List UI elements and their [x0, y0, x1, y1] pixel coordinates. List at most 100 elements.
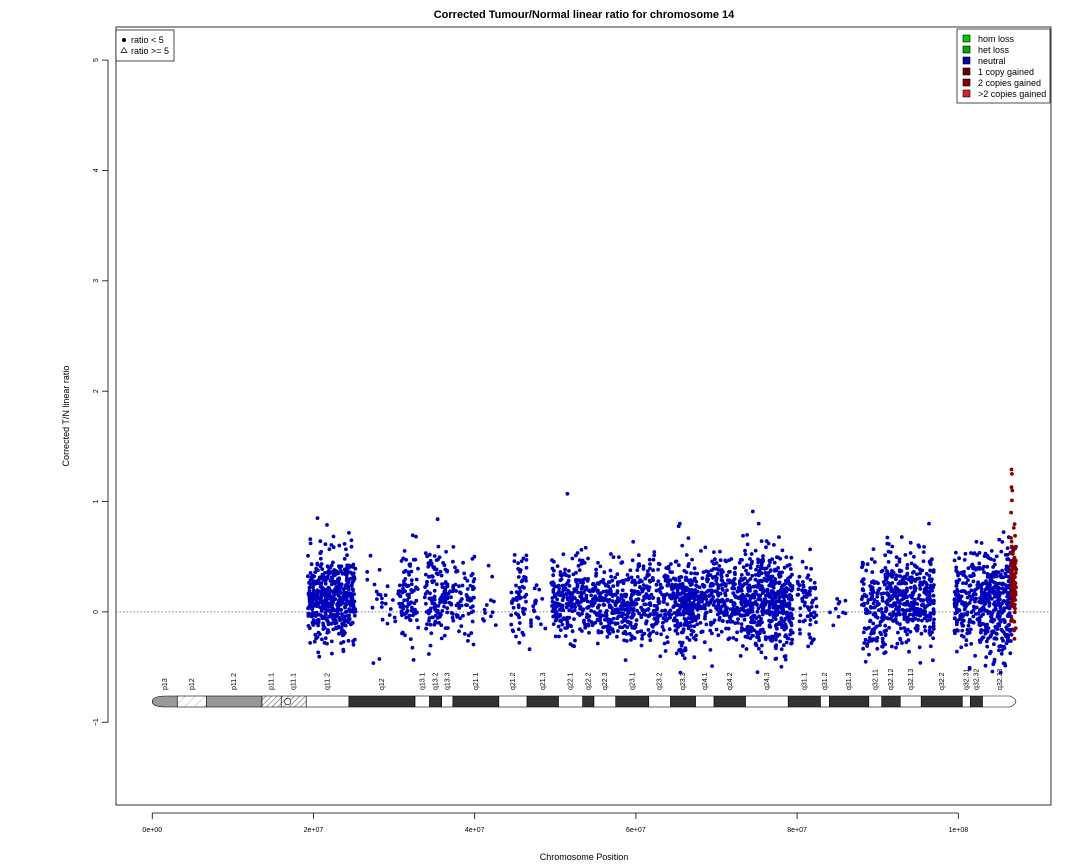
data-point	[922, 624, 927, 629]
data-point	[700, 606, 704, 611]
data-point	[954, 584, 959, 588]
data-point	[656, 579, 661, 584]
data-point	[472, 577, 477, 581]
band-q24-1	[695, 695, 715, 708]
data-point	[610, 594, 615, 598]
data-point	[1009, 639, 1013, 643]
data-point	[365, 577, 370, 582]
data-point	[881, 591, 886, 596]
data-point	[323, 611, 328, 615]
data-point	[626, 610, 631, 615]
data-point	[880, 636, 885, 641]
data-point	[887, 542, 891, 546]
data-point	[1007, 622, 1012, 627]
data-point	[705, 589, 709, 594]
data-point	[576, 563, 581, 568]
data-point	[401, 556, 406, 561]
data-point	[732, 566, 737, 570]
data-point	[718, 558, 723, 563]
data-point	[327, 615, 331, 619]
data-point	[658, 586, 663, 590]
data-point	[865, 562, 870, 567]
data-point	[780, 548, 785, 553]
data-point	[782, 565, 787, 570]
data-point	[572, 644, 576, 649]
data-point	[752, 593, 757, 597]
data-point	[1011, 526, 1016, 530]
data-point	[675, 602, 680, 607]
band-label: q13.1	[419, 672, 426, 690]
data-point	[345, 553, 349, 558]
data-point	[835, 597, 840, 601]
data-point	[770, 599, 775, 604]
legend-triangle-symbol	[120, 46, 128, 53]
data-point	[633, 582, 637, 587]
data-point	[409, 582, 414, 587]
data-point	[888, 582, 893, 586]
data-point	[979, 628, 984, 632]
data-point	[380, 596, 384, 601]
data-point	[921, 550, 926, 554]
legend-swatch	[962, 67, 971, 76]
data-point	[560, 598, 565, 602]
data-point	[1010, 488, 1015, 493]
data-point	[985, 555, 990, 559]
data-point	[898, 637, 903, 642]
data-point	[514, 590, 519, 594]
data-point	[598, 630, 603, 634]
data-point	[572, 588, 577, 593]
data-point	[735, 589, 740, 594]
band-label: q31.1	[801, 672, 808, 690]
data-point	[677, 578, 682, 583]
data-point	[924, 614, 929, 619]
data-point	[326, 608, 331, 613]
data-point	[902, 626, 907, 630]
data-point	[457, 584, 461, 589]
data-point	[731, 591, 736, 596]
data-point	[689, 571, 693, 576]
data-point	[997, 623, 1002, 628]
data-point	[635, 568, 640, 572]
x-tick-label: 4e+07	[465, 827, 485, 834]
data-point	[964, 638, 969, 643]
data-point	[680, 653, 685, 657]
data-point	[704, 622, 709, 627]
data-point	[898, 589, 903, 594]
band-q13-2	[429, 695, 442, 708]
data-point	[779, 618, 784, 622]
data-point	[532, 609, 537, 614]
data-point	[723, 608, 728, 612]
data-point	[585, 579, 590, 583]
data-point	[748, 594, 753, 599]
data-point	[1010, 472, 1014, 476]
data-point	[461, 613, 465, 618]
data-point	[898, 574, 903, 578]
data-point	[790, 587, 795, 591]
data-point	[370, 605, 375, 610]
data-point	[739, 622, 744, 626]
data-point	[769, 589, 774, 593]
data-point	[516, 575, 521, 579]
data-point	[647, 585, 652, 590]
data-point	[862, 626, 867, 631]
data-point	[895, 641, 900, 646]
data-point	[993, 562, 997, 567]
data-point	[871, 601, 876, 606]
data-point	[1001, 617, 1006, 622]
band-label: p11.2	[231, 673, 238, 690]
x-axis: 0e+00 2e+07 4e+07 6e+07 8e+07 1e+08	[142, 812, 968, 834]
data-point	[564, 591, 569, 596]
data-point	[966, 578, 970, 582]
data-point	[320, 616, 325, 621]
data-point	[727, 578, 732, 583]
data-point	[524, 553, 529, 558]
data-point	[695, 622, 700, 627]
data-point	[804, 595, 809, 599]
data-point	[352, 613, 357, 618]
data-point	[715, 591, 720, 596]
data-point	[566, 578, 571, 583]
data-point	[472, 595, 476, 600]
data-point	[680, 640, 685, 645]
data-point	[661, 628, 666, 632]
data-point	[966, 623, 971, 628]
